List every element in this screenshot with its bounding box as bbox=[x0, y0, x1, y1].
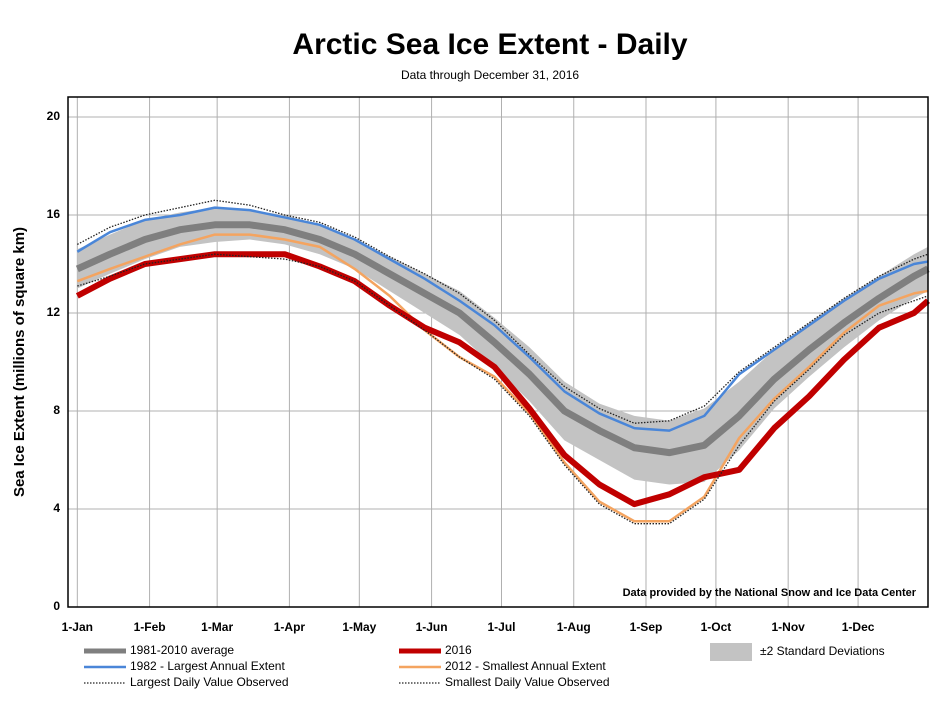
annotation: Data provided by the National Snow and I… bbox=[623, 587, 917, 599]
y-tick-label: 4 bbox=[53, 501, 60, 515]
y-axis-label: Sea Ice Extent (millions of square km) bbox=[11, 227, 28, 497]
legend-swatch bbox=[710, 643, 752, 661]
legend-label: Largest Daily Value Observed bbox=[130, 675, 289, 689]
x-tick-label: 1-Nov bbox=[771, 620, 805, 634]
legend-label: 2016 bbox=[445, 643, 472, 657]
y-tick-label: 12 bbox=[47, 305, 61, 319]
chart-title: Arctic Sea Ice Extent - Daily bbox=[292, 28, 687, 61]
y-tick-label: 20 bbox=[47, 109, 61, 123]
y-tick-label: 8 bbox=[53, 403, 60, 417]
legend-label: 1982 - Largest Annual Extent bbox=[130, 659, 285, 673]
series-line bbox=[75, 221, 930, 457]
x-tick-label: 1-Feb bbox=[134, 620, 166, 634]
legend-label: Smallest Daily Value Observed bbox=[445, 675, 610, 689]
series-line bbox=[76, 206, 929, 432]
x-tick-label: 1-Jan bbox=[62, 620, 93, 634]
x-tick-label: 1-Jul bbox=[487, 620, 515, 634]
y-tick-label: 0 bbox=[53, 599, 60, 613]
legend-label: ±2 Standard Deviations bbox=[760, 644, 885, 658]
series-line bbox=[77, 253, 929, 525]
x-tick-label: 1-Sep bbox=[630, 620, 663, 634]
legend-label: 2012 - Smallest Annual Extent bbox=[445, 659, 606, 673]
x-tick-label: 1-Dec bbox=[842, 620, 875, 634]
series-line bbox=[76, 233, 929, 523]
x-tick-label: 1-Aug bbox=[557, 620, 591, 634]
x-tick-label: 1-Apr bbox=[274, 620, 306, 634]
y-tick-label: 16 bbox=[47, 207, 61, 221]
series-line bbox=[77, 199, 929, 424]
legend-label: 1981-2010 average bbox=[130, 643, 234, 657]
x-tick-label: 1-May bbox=[342, 620, 376, 634]
x-tick-label: 1-Jun bbox=[416, 620, 448, 634]
plot-border bbox=[67, 96, 929, 608]
x-tick-label: 1-Oct bbox=[701, 620, 732, 634]
chart-subtitle: Data through December 31, 2016 bbox=[401, 68, 579, 82]
x-tick-label: 1-Mar bbox=[201, 620, 233, 634]
